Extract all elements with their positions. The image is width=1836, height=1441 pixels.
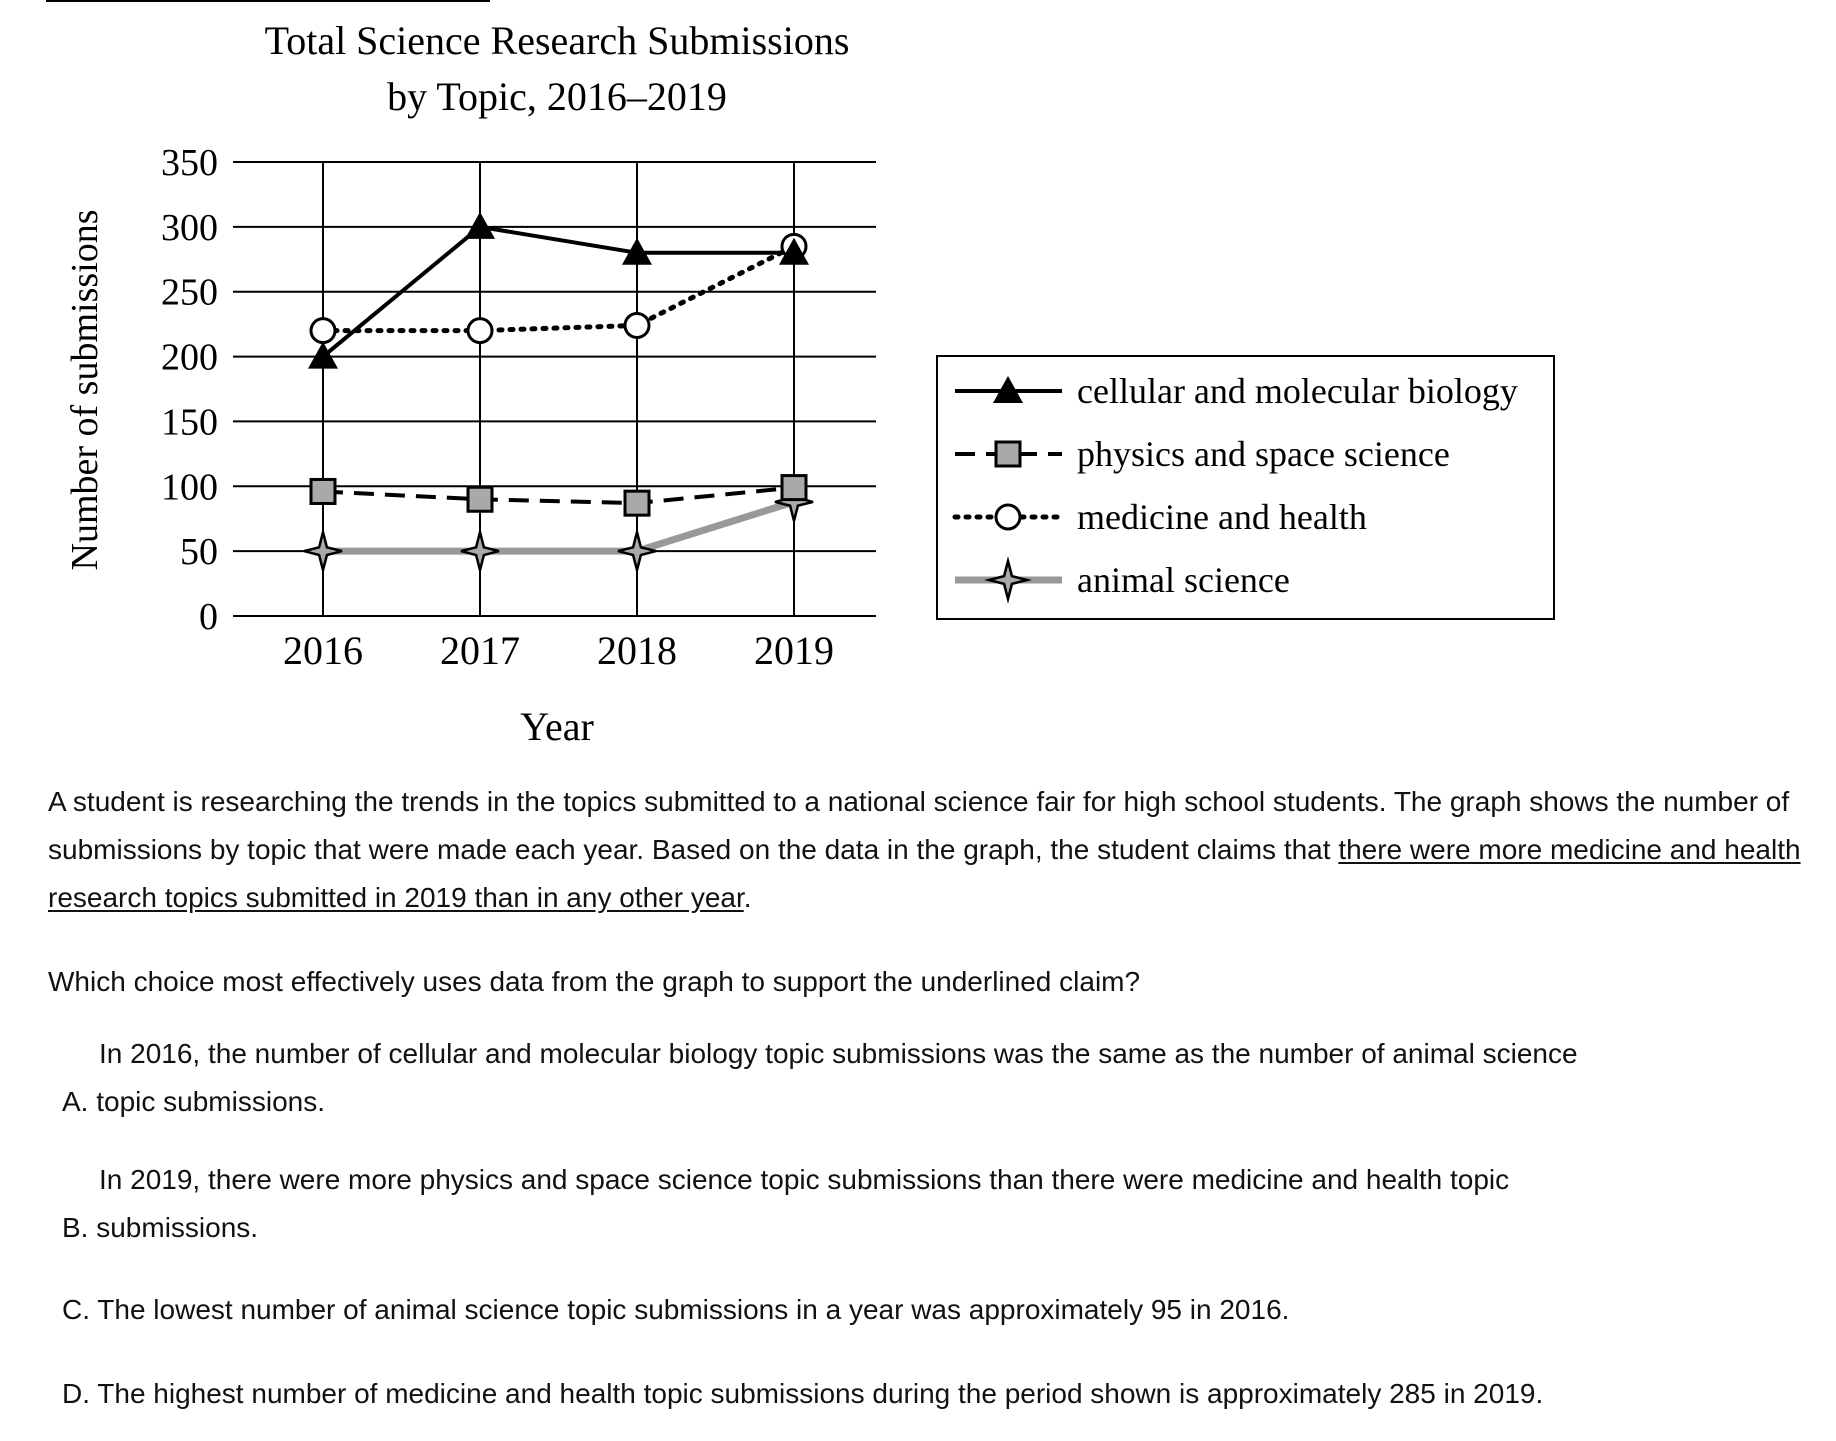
legend-key-marker-0 bbox=[993, 376, 1023, 403]
chart-title: Total Science Research Submissions bbox=[265, 18, 850, 63]
x-tick-2018: 2018 bbox=[597, 628, 677, 673]
point-series1-2018 bbox=[623, 489, 651, 517]
y-tick-0: 0 bbox=[199, 596, 218, 638]
x-tick-labels: 2016 2017 2018 2019 bbox=[283, 628, 834, 673]
point-series1-2017 bbox=[466, 485, 494, 513]
choice-c-text: C. The lowest number of animal science t… bbox=[62, 1294, 1290, 1325]
legend-key-marker-3 bbox=[984, 556, 1032, 604]
point-series3-2016 bbox=[303, 531, 343, 576]
y-tick-100: 100 bbox=[161, 466, 218, 508]
choice-d[interactable]: D. The highest number of medicine and he… bbox=[62, 1370, 1812, 1418]
passage: A student is researching the trends in t… bbox=[48, 778, 1808, 922]
series-line-1 bbox=[322, 485, 795, 506]
point-series2-2017 bbox=[466, 317, 494, 345]
y-tick-150: 150 bbox=[161, 401, 218, 443]
choice-b-line2: B. submissions. bbox=[62, 1212, 259, 1243]
legend-label-cellular-biology: cellular and molecular biology bbox=[1077, 371, 1518, 411]
y-tick-350: 350 bbox=[161, 142, 218, 184]
legend-label-animal-science: animal science bbox=[1077, 560, 1290, 600]
choice-b-line1: In 2019, there were more physics and spa… bbox=[99, 1164, 1510, 1195]
series-line-3 bbox=[323, 498, 796, 555]
point-series0-2017 bbox=[465, 211, 495, 239]
underlined-claim: there were more medicine and health rese… bbox=[48, 834, 1801, 913]
passage-end: . bbox=[743, 882, 752, 913]
chart-subtitle: by Topic, 2016–2019 bbox=[387, 74, 727, 119]
y-tick-250: 250 bbox=[161, 272, 218, 314]
passage-intro: A student is researching the trends in t… bbox=[48, 786, 1790, 865]
legend-key-marker-1 bbox=[994, 440, 1022, 468]
point-series0-2016 bbox=[308, 341, 338, 369]
x-tick-2019: 2019 bbox=[754, 628, 834, 673]
point-series1-2019 bbox=[780, 474, 808, 502]
x-axis-label: Year bbox=[520, 704, 594, 749]
y-tick-300: 300 bbox=[161, 207, 218, 249]
legend-box bbox=[936, 355, 1555, 620]
choice-a[interactable]: In 2016, the number of cellular and mole… bbox=[62, 1030, 1812, 1126]
point-series2-2018 bbox=[623, 311, 651, 339]
series-markers bbox=[303, 211, 814, 576]
legend-key-marker-2 bbox=[994, 503, 1022, 531]
point-series2-2016 bbox=[309, 317, 337, 345]
choice-d-text: D. The highest number of medicine and he… bbox=[62, 1378, 1544, 1409]
choice-a-line2: A. topic submissions. bbox=[62, 1086, 325, 1117]
point-series3-2018 bbox=[617, 531, 657, 576]
choice-c[interactable]: C. The lowest number of animal science t… bbox=[62, 1286, 1812, 1334]
x-tick-2016: 2016 bbox=[283, 628, 363, 673]
y-tick-200: 200 bbox=[161, 337, 218, 379]
series-line-0 bbox=[321, 224, 794, 359]
y-tick-50: 50 bbox=[180, 531, 218, 573]
choice-a-line1: In 2016, the number of cellular and mole… bbox=[99, 1038, 1578, 1069]
legend-keys bbox=[952, 376, 1065, 604]
point-series0-2019 bbox=[779, 237, 809, 265]
legend-label-medicine: medicine and health bbox=[1077, 497, 1367, 537]
series-lines bbox=[320, 224, 797, 555]
legend: cellular and molecular biology physics a… bbox=[936, 355, 1555, 620]
y-tick-labels: 0 50 100 150 200 250 300 350 bbox=[161, 142, 218, 638]
series-line-2 bbox=[320, 243, 797, 334]
y-axis-label: Number of submissions bbox=[64, 210, 106, 571]
choice-b[interactable]: In 2019, there were more physics and spa… bbox=[62, 1156, 1812, 1252]
x-tick-2017: 2017 bbox=[440, 628, 520, 673]
point-series0-2018 bbox=[622, 237, 652, 265]
line-chart: Total Science Research Submissions by To… bbox=[64, 18, 1555, 749]
top-rule bbox=[46, 0, 490, 2]
point-series1-2016 bbox=[309, 477, 337, 505]
question-prompt: Which choice most effectively uses data … bbox=[48, 966, 1141, 997]
legend-label-physics: physics and space science bbox=[1077, 434, 1450, 474]
point-series3-2017 bbox=[460, 531, 500, 576]
